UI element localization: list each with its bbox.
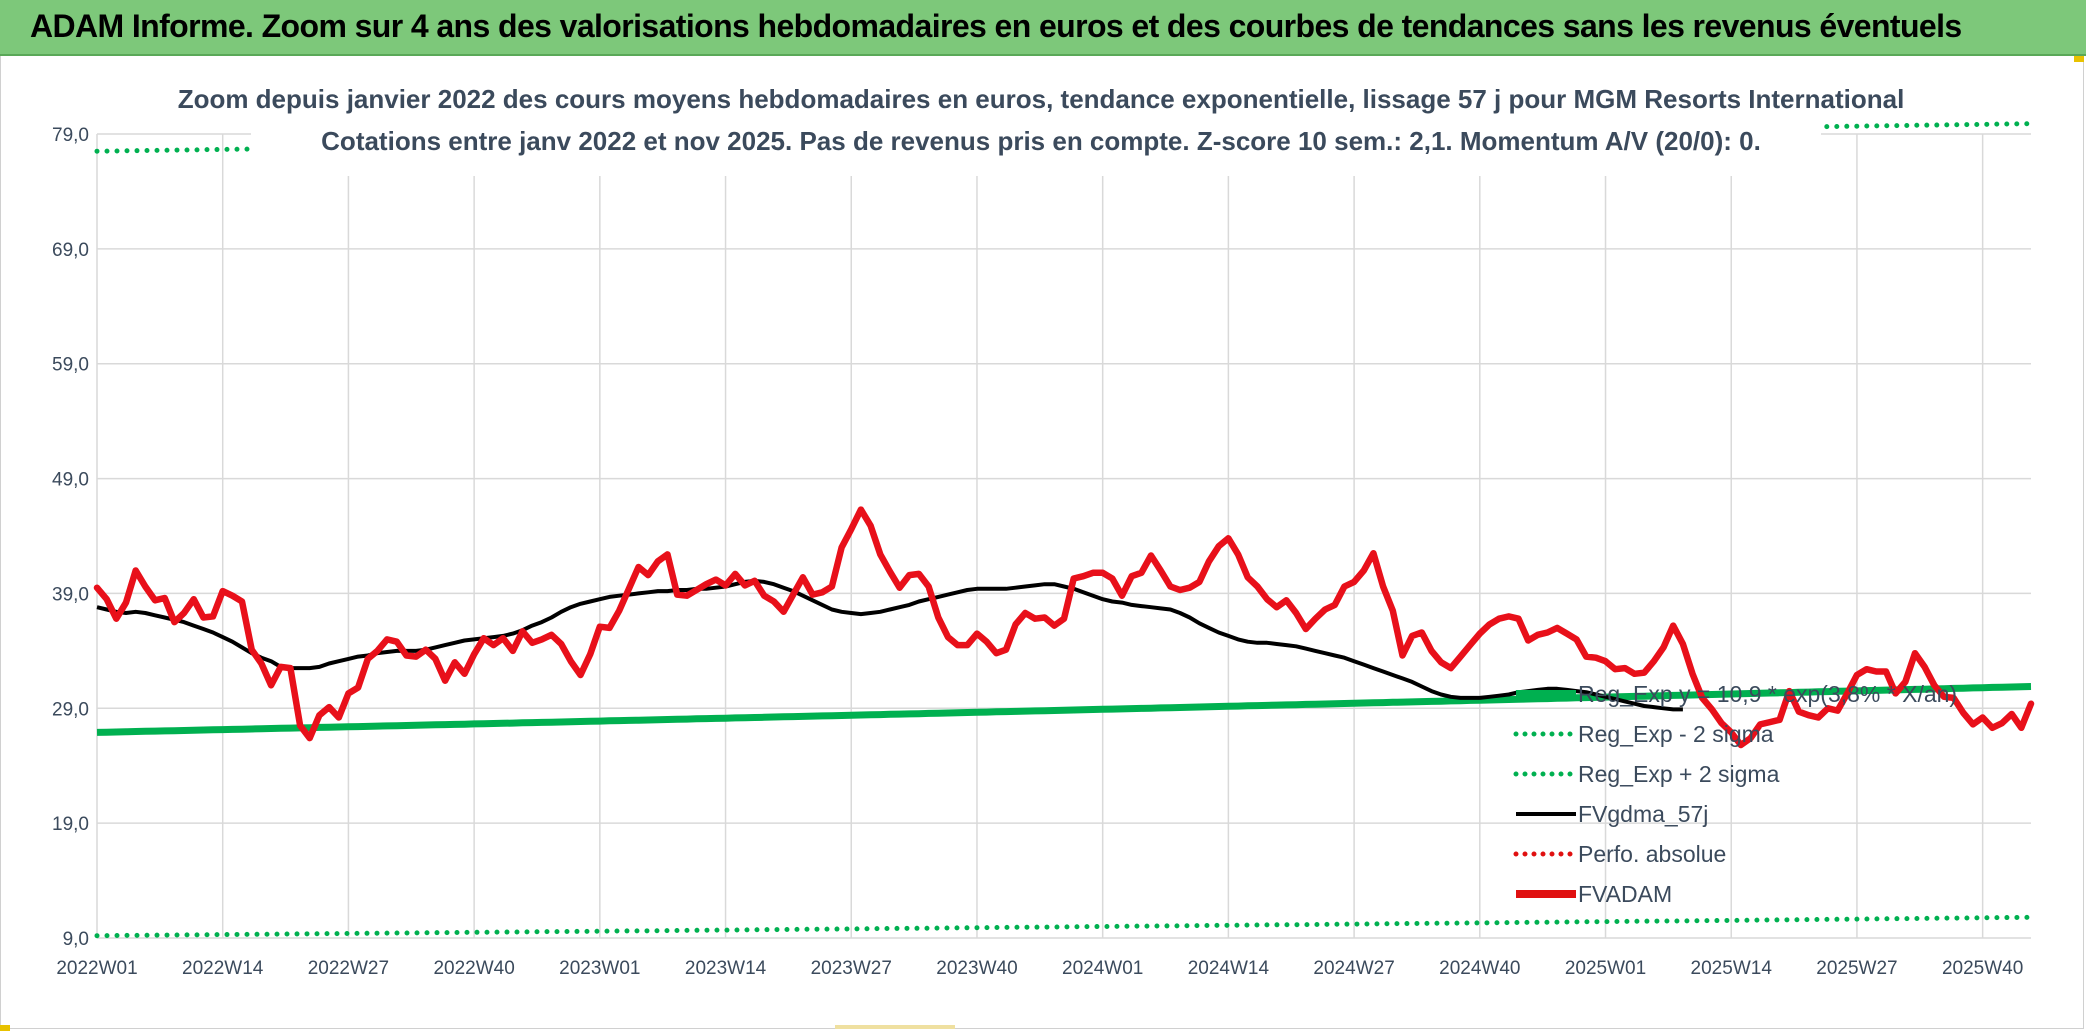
x-tick-label: 2024W01 bbox=[1062, 958, 1143, 979]
legend-label: Reg_Exp y = 10,9 * exp(3,8% * X/an) bbox=[1578, 681, 1957, 707]
corner-mark-right bbox=[2074, 56, 2084, 62]
y-tick-label: 39,0 bbox=[52, 584, 89, 605]
x-tick-label: 2024W27 bbox=[1313, 958, 1394, 979]
legend-label: FVADAM bbox=[1578, 881, 1672, 907]
title-mask bbox=[251, 76, 1821, 176]
x-tick-label: 2025W01 bbox=[1565, 958, 1646, 979]
y-tick-label: 49,0 bbox=[52, 470, 89, 491]
chart-subtitle: Cotations entre janv 2022 et nov 2025. P… bbox=[321, 126, 1761, 156]
x-tick-label: 2025W14 bbox=[1691, 958, 1773, 979]
x-tick-label: 2024W40 bbox=[1439, 958, 1520, 979]
x-tick-label: 2022W14 bbox=[182, 958, 264, 979]
legend-label: FVgdma_57j bbox=[1578, 801, 1708, 827]
legend-label: Reg_Exp - 2 sigma bbox=[1578, 721, 1774, 747]
legend-label: Reg_Exp + 2 sigma bbox=[1578, 761, 1780, 787]
y-tick-label: 59,0 bbox=[52, 355, 89, 376]
x-tick-label: 2022W40 bbox=[433, 958, 514, 979]
y-tick-label: 9,0 bbox=[63, 929, 89, 950]
x-tick-label: 2023W14 bbox=[685, 958, 767, 979]
y-axis: 79,0 69,0 59,0 49,0 39,0 29,0 19,0 9,0 bbox=[52, 125, 89, 950]
x-tick-label: 2022W27 bbox=[308, 958, 389, 979]
y-tick-label: 69,0 bbox=[52, 240, 89, 261]
chart-legend: Reg_Exp y = 10,9 * exp(3,8% * X/an) Reg_E… bbox=[1513, 681, 1957, 907]
series-reg-exp-minus-2-sigma bbox=[94, 914, 2034, 939]
x-tick-label: 2023W40 bbox=[936, 958, 1017, 979]
series-fvadam bbox=[93, 506, 2035, 749]
x-tick-label: 2024W14 bbox=[1188, 958, 1270, 979]
gridlines bbox=[96, 133, 2031, 939]
x-tick-label: 2025W27 bbox=[1816, 958, 1897, 979]
y-tick-label: 79,0 bbox=[52, 125, 89, 146]
x-tick-label: 2025W40 bbox=[1942, 958, 2023, 979]
x-tick-label: 2022W01 bbox=[56, 958, 137, 979]
report-header: ADAM Informe. Zoom sur 4 ans des valoris… bbox=[0, 0, 2086, 56]
legend-label: Perfo. absolue bbox=[1578, 841, 1726, 867]
series-layer bbox=[93, 76, 2035, 939]
corner-mark-center bbox=[835, 1025, 955, 1029]
line-chart: 79,069,059,049,039,029,019,09,0 2022W01 2… bbox=[52, 76, 2035, 979]
chart-frame: 79,0 69,0 59,0 49,0 39,0 29,0 19,0 9,0 2022W01 2… bbox=[0, 56, 2084, 1029]
y-tick-label: 29,0 bbox=[52, 699, 89, 720]
chart-title: Zoom depuis janvier 2022 des cours moyen… bbox=[178, 84, 1905, 114]
x-tick-label: 2023W01 bbox=[559, 958, 640, 979]
series-reg-exp bbox=[96, 683, 2032, 736]
x-tick-label: 2023W27 bbox=[811, 958, 892, 979]
series-fvgdma-57j bbox=[96, 578, 1683, 712]
corner-mark-left bbox=[0, 1025, 10, 1031]
x-axis: 2022W01 2022W14 2022W27 2022W40 2023W01 2023W… bbox=[56, 958, 2023, 979]
report-title: ADAM Informe. Zoom sur 4 ans des valoris… bbox=[30, 8, 1962, 44]
y-tick-label: 19,0 bbox=[52, 814, 89, 835]
